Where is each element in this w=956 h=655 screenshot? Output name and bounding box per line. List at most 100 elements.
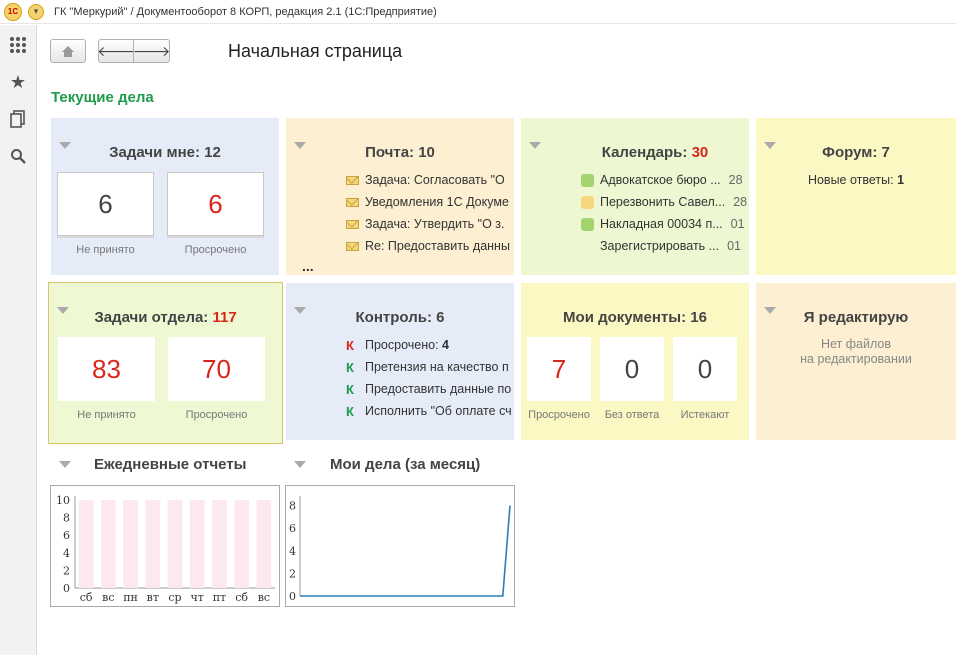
y-tick-label: 2 — [289, 567, 296, 580]
counter-label: Просрочено — [184, 244, 247, 256]
tile-dept-tasks[interactable]: Задачи отдела: 117 83 70 Не принято Прос… — [48, 282, 283, 444]
bar — [123, 500, 138, 588]
counter-not-accepted[interactable]: 83 — [58, 337, 155, 401]
app-logo-icon[interactable]: 1С — [4, 2, 22, 21]
arrow-right-icon: 🡒 — [132, 42, 171, 59]
tile-mail[interactable]: Почта: 10 Задача: Согласовать "О Уведомл… — [286, 118, 514, 275]
favorites-star-icon[interactable]: ★ — [9, 71, 27, 92]
y-tick-label: 0 — [289, 590, 296, 603]
y-tick-label: 8 — [63, 512, 70, 525]
tile-title: Я редактирую — [803, 309, 909, 326]
sections-panel: ★ — [0, 25, 37, 655]
y-tick-label: 6 — [63, 529, 70, 542]
counter-overdue[interactable]: 6 — [167, 172, 264, 236]
counter-expiring[interactable]: 0 — [673, 337, 737, 401]
counter-no-answer[interactable]: 0 — [600, 337, 664, 401]
forward-button[interactable]: 🡒 — [133, 39, 170, 63]
home-button[interactable] — [50, 39, 86, 63]
search-icon[interactable] — [8, 146, 28, 166]
more-link[interactable]: ... — [302, 258, 314, 274]
tile-title: Календарь: 30 — [601, 144, 709, 161]
y-tick-label: 8 — [289, 500, 296, 513]
tile-title: Форум: 7 — [822, 144, 890, 161]
home-icon — [62, 45, 74, 57]
counter-label: Просрочено — [185, 409, 248, 421]
forum-new-replies[interactable]: Новые ответы: 1 — [807, 173, 905, 187]
control-green-icon: К — [346, 403, 354, 419]
control-red-icon: К — [346, 337, 354, 353]
counter-overdue[interactable]: 70 — [168, 337, 265, 401]
collapse-icon[interactable] — [294, 142, 306, 149]
tile-calendar[interactable]: Календарь: 30 Адвокатское бюро ... 28 Пер… — [521, 118, 749, 275]
chevron-down-icon: ▾ — [33, 6, 39, 16]
bar — [234, 500, 249, 588]
list-item[interactable]: Адвокатское бюро ... 28 — [581, 169, 749, 191]
empty-state-text: Нет файлов на редактировании — [800, 337, 912, 366]
y-tick-label: 0 — [63, 582, 70, 595]
series-line — [300, 505, 511, 597]
list-item[interactable]: Накладная 00034 п... 01 — [581, 213, 749, 235]
control-list: К Просрочено: 4 К Претензия на качество п … — [346, 334, 514, 422]
tile-forum[interactable]: Форум: 7 Новые ответы: 1 — [756, 118, 956, 275]
tile-editing[interactable]: Я редактирую Нет файлов на редактировани… — [756, 283, 956, 440]
x-tick-label: вс — [258, 591, 270, 604]
arrow-left-icon: 🡐 — [97, 42, 135, 59]
x-tick-label: вт — [147, 591, 159, 604]
collapse-icon[interactable] — [59, 461, 71, 468]
apps-grid-icon[interactable] — [8, 35, 28, 55]
collapse-icon[interactable] — [294, 461, 306, 468]
main-area: 🡐 🡒 Начальная страница Текущие дела Зада… — [38, 25, 956, 655]
event-color-icon — [581, 173, 594, 187]
bar — [78, 500, 94, 588]
envelope-icon — [346, 219, 359, 229]
back-button[interactable]: 🡐 — [97, 39, 135, 63]
y-tick-label: 2 — [63, 564, 70, 577]
chart-title: Мои дела (за месяц) — [330, 456, 481, 473]
collapse-icon[interactable] — [59, 142, 71, 149]
tile-my-documents[interactable]: Мои документы: 16 7 0 0 Просрочено Без о… — [521, 283, 749, 440]
list-item[interactable]: К Исполнить "Об оплате сч — [346, 403, 512, 419]
tile-my-tasks[interactable]: Задачи мне: 12 6 6 Не принято Просрочено — [51, 118, 279, 275]
list-item[interactable]: К Претензия на качество п — [346, 359, 509, 375]
control-green-icon: К — [346, 359, 354, 375]
tile-control[interactable]: Контроль: 6 К Просрочено: 4 К Претензия на… — [286, 283, 514, 440]
collapse-icon[interactable] — [764, 142, 776, 149]
collapse-icon[interactable] — [57, 307, 69, 314]
bar — [145, 500, 161, 588]
event-color-icon — [581, 195, 594, 209]
list-item[interactable]: Зарегистрировать ... 01 — [581, 235, 749, 257]
list-item[interactable]: К Предоставить данные по — [346, 381, 512, 397]
tile-title: Задачи отдела: 117 — [94, 309, 237, 326]
counter-not-accepted[interactable]: 6 — [57, 172, 154, 236]
section-title: Текущие дела — [51, 89, 154, 106]
tile-title: Задачи мне: 12 — [109, 144, 221, 161]
list-item[interactable]: Задача: Утвердить "О з. — [346, 213, 514, 235]
chart-title: Ежедневные отчеты — [94, 456, 247, 473]
main-menu-button[interactable]: ▾ — [28, 3, 44, 20]
list-item[interactable]: Задача: Согласовать "О — [346, 169, 514, 191]
y-tick-label: 6 — [289, 522, 296, 535]
x-tick-label: ср — [168, 591, 181, 604]
chart-daily-reports: 0 2 4 6 8 10 сб вс пн вт ср чт пт сб вс — [50, 485, 280, 607]
page-title: Начальная страница — [228, 41, 403, 61]
chart-header-monthly — [286, 437, 514, 477]
envelope-icon — [346, 241, 359, 251]
list-item[interactable]: Re: Предоставить данны — [346, 235, 514, 257]
x-tick-label: вс — [102, 591, 114, 604]
collapse-icon[interactable] — [764, 307, 776, 314]
calendar-list: Адвокатское бюро ... 28 Перезвонить Савел… — [581, 169, 749, 257]
window-title: ГК "Меркурий" / Документооборот 8 КОРП, … — [54, 5, 437, 18]
collapse-icon[interactable] — [294, 307, 306, 314]
tile-title: Почта: 10 — [365, 144, 435, 161]
event-color-icon — [581, 217, 594, 231]
event-color-icon — [581, 240, 594, 253]
counter-overdue[interactable]: 7 — [527, 337, 591, 401]
history-icon[interactable] — [8, 109, 28, 129]
chart-my-tasks-month: 0 2 4 6 8 — [285, 485, 515, 607]
collapse-icon[interactable] — [529, 142, 541, 149]
list-item[interactable]: Уведомления 1С Докуме — [346, 191, 514, 213]
list-item[interactable]: К Просрочено: 4 — [346, 337, 449, 353]
bar — [189, 500, 205, 588]
bar — [256, 500, 272, 588]
list-item[interactable]: Перезвонить Савел... 28 — [581, 191, 749, 213]
